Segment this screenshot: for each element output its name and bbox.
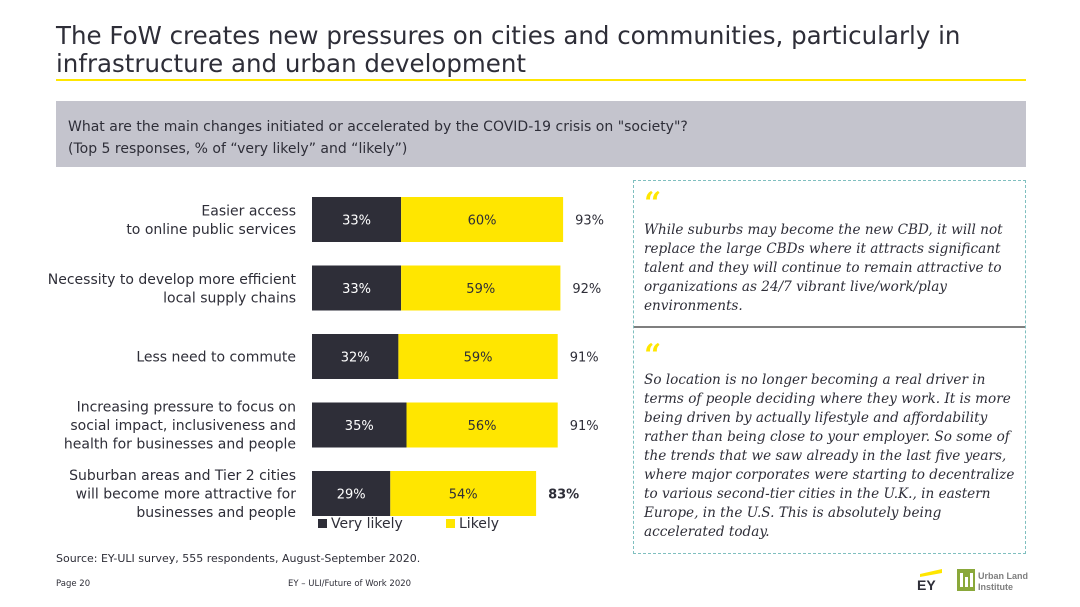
quotes-panel: “ While suburbs may become the new CBD, … (633, 180, 1026, 554)
quote-mark-1: “ (644, 186, 662, 221)
stacked-bar-chart: Easier access to online public services 33… (48, 197, 604, 532)
total-label: 93% (575, 214, 604, 229)
bar-likely (390, 471, 537, 516)
data-label-very-likely: 35% (345, 419, 374, 434)
bar-likely (398, 334, 558, 379)
bar-very-likely (312, 471, 391, 516)
question-box: What are the main changes initiated or a… (56, 101, 1026, 167)
ey-logo: EY (917, 569, 942, 592)
legend-swatch-very-likely (318, 519, 327, 528)
data-label-likely: 60% (468, 214, 497, 229)
total-label: 83% (548, 488, 579, 503)
legend-swatch-likely (446, 519, 455, 528)
category-label: businesses and people (136, 505, 296, 521)
category-label: social impact, inclusiveness and (70, 418, 296, 434)
bar-very-likely (312, 334, 399, 379)
data-label-likely: 56% (468, 419, 497, 434)
category-label: Necessity to develop more efficient (48, 272, 297, 288)
category-label: Easier access (201, 203, 296, 219)
category-label: will become more attractive for (76, 487, 297, 503)
category-label: Suburban areas and Tier 2 cities (69, 468, 296, 484)
bar-likely (401, 265, 561, 311)
bar-very-likely (312, 265, 402, 311)
data-label-very-likely: 29% (337, 488, 366, 503)
data-label-very-likely: 33% (342, 282, 371, 297)
bar-very-likely (312, 402, 407, 448)
category-label: Less need to commute (136, 350, 296, 366)
legend-label-very-likely: Very likely (331, 516, 403, 532)
total-label: 92% (572, 282, 601, 297)
quote-divider (634, 326, 1025, 328)
data-label-very-likely: 33% (342, 214, 371, 229)
category-label: to online public services (126, 222, 296, 238)
question-subtext: (Top 5 responses, % of “very likely” and… (68, 141, 408, 157)
page-number: Page 20 (56, 579, 91, 589)
category-label: local supply chains (163, 290, 296, 306)
bar-likely (401, 197, 564, 242)
data-label-likely: 54% (449, 488, 478, 503)
legend-label-likely: Likely (459, 516, 499, 532)
data-label-likely: 59% (466, 282, 495, 297)
source-note: Source: EY-ULI survey, 555 respondents, … (56, 552, 421, 565)
page-title: The FoW creates new pressures on cities … (56, 21, 961, 78)
bar-very-likely (312, 197, 402, 242)
total-label: 91% (570, 419, 599, 434)
question-text: What are the main changes initiated or a… (68, 119, 688, 135)
ey-logo-text: EY (917, 577, 936, 592)
quote-2: So location is no longer becoming a real… (644, 372, 1015, 540)
uli-logo: Urban Land Institute (957, 569, 1028, 592)
category-label: health for businesses and people (64, 437, 296, 453)
bar-likely (406, 402, 558, 448)
footer-title: EY – ULI/Future of Work 2020 (288, 579, 412, 589)
category-label: Increasing pressure to focus on (77, 400, 296, 416)
uli-logo-line2: Institute (978, 582, 1013, 592)
data-label-very-likely: 32% (341, 351, 370, 366)
quote-1: While suburbs may become the new CBD, it… (644, 222, 1003, 314)
quote-mark-2: “ (644, 338, 662, 373)
data-label-likely: 59% (464, 351, 493, 366)
total-label: 91% (570, 351, 599, 366)
title-underline (56, 79, 1026, 81)
uli-logo-line1: Urban Land (978, 571, 1028, 581)
